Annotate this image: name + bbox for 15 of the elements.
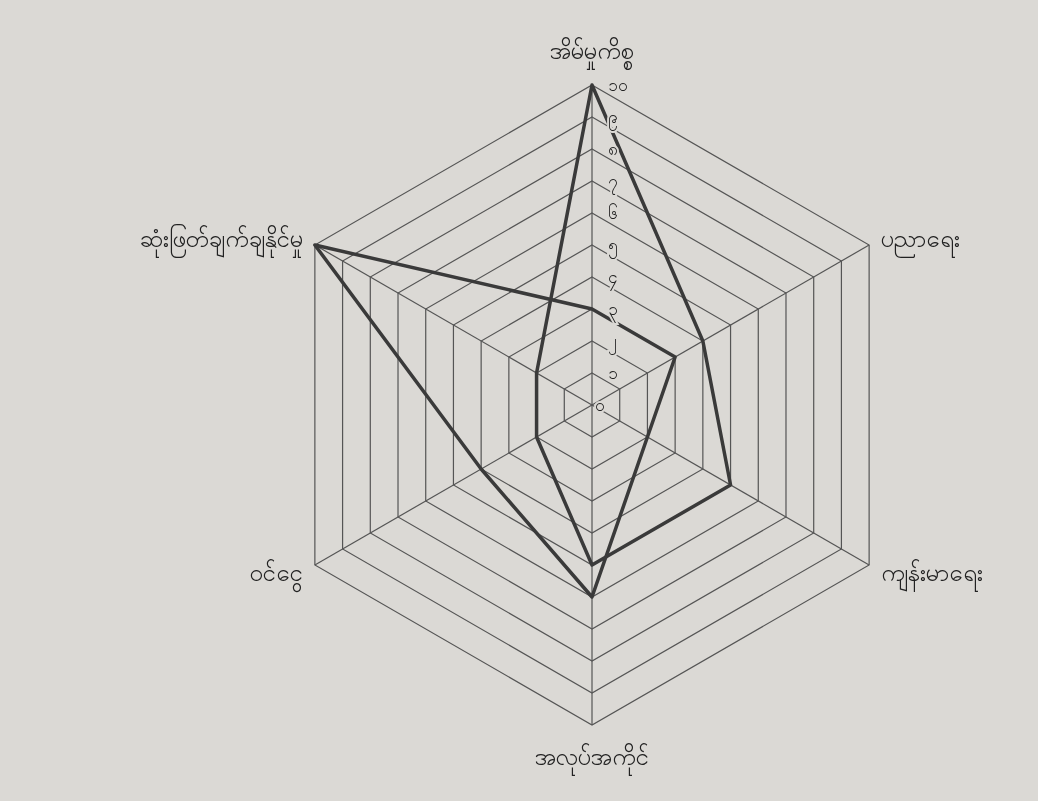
spoke-label: ကျန်းမာရေး [881,558,984,592]
y-tick-label: ၈ [608,139,618,159]
spoke-label: အလုပ်အကိုင် [535,742,649,776]
y-tick-label: ၇ [608,171,618,195]
spoke-label: ပညာရေး [881,225,961,258]
y-tick-label: ၅ [608,235,618,259]
y-tick-label: ၁ [608,363,618,383]
spoke-label: ဆုံးဖြတ်ချက်ချနိုင်မှု [139,223,303,258]
y-tick-label: ၂ [608,331,617,355]
y-tick-label: ၃ [608,299,618,323]
y-tick-label: ၄ [608,267,618,291]
y-tick-label: ၁၀ [608,75,628,95]
y-tick-label: ၆ [608,203,618,223]
spoke-label: ဝင်ငွေ [249,558,303,593]
spoke-label: အိမ်မှုကိစ္စ [550,36,634,70]
